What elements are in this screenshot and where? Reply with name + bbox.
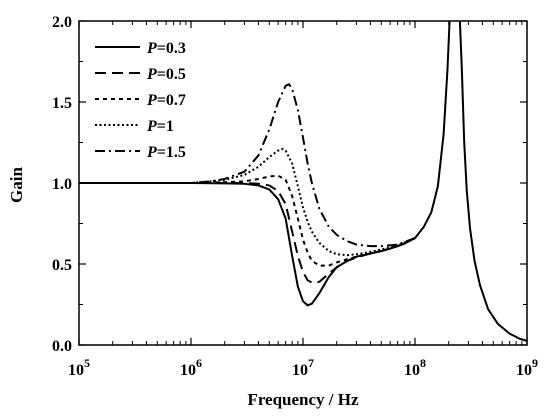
legend-label: P=1 <box>146 118 174 135</box>
y-axis-title: Gain <box>7 167 26 203</box>
legend-label: P=0.3 <box>146 40 186 57</box>
x-axis-title: Frequency / Hz <box>247 390 359 409</box>
x-tick-label: 108 <box>404 356 426 379</box>
legend-label: P=1.5 <box>146 144 186 161</box>
y-tick-label: 0.0 <box>52 338 72 355</box>
series-line-4 <box>79 147 416 257</box>
legend-label: P=0.5 <box>146 66 186 83</box>
series-line-2 <box>79 182 416 284</box>
series-line-1 <box>79 21 451 307</box>
ticks-layer <box>78 20 528 346</box>
x-tick-label: 109 <box>516 356 538 379</box>
y-tick-label: 0.5 <box>52 257 72 274</box>
series-line-5 <box>79 83 416 248</box>
series-line-3 <box>79 174 416 267</box>
y-tick-label: 2.0 <box>52 14 72 31</box>
x-tick-label: 107 <box>292 356 314 379</box>
x-tick-label: 106 <box>180 356 202 379</box>
series-line-6 <box>458 21 527 342</box>
legend-label: P=0.7 <box>146 92 186 109</box>
y-tick-label: 1.0 <box>52 176 72 193</box>
legend: P=0.3 P=0.5 P=0.7 P=1 P=1.5 <box>95 40 186 161</box>
labels-layer: 105 106 107 108 109 0.0 0.5 1.0 1.5 2.0 <box>52 14 538 379</box>
x-tick-label: 105 <box>68 356 90 379</box>
series-layer <box>79 21 527 342</box>
y-tick-label: 1.5 <box>52 95 72 112</box>
